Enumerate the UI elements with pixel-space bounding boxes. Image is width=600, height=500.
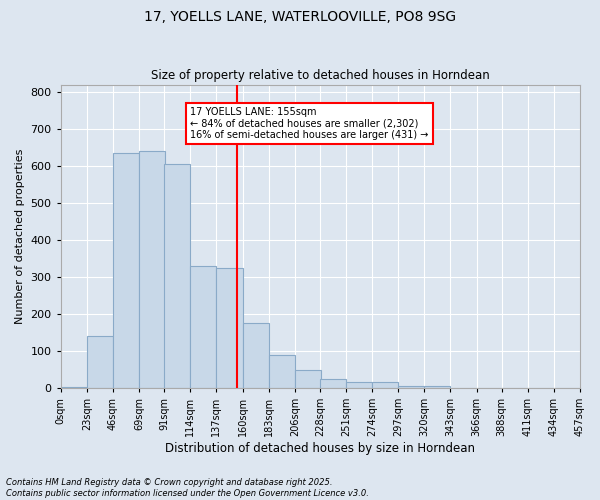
Bar (87, 336, 113, 388)
Y-axis label: Number of detached properties: Number of detached properties (15, 148, 25, 324)
Bar (372, 382, 398, 388)
Bar (346, 382, 372, 388)
Bar (269, 354, 295, 388)
Bar (139, 151, 165, 388)
Bar (113, 153, 139, 388)
Bar (217, 268, 242, 388)
Text: 17, YOELLS LANE, WATERLOOVILLE, PO8 9SG: 17, YOELLS LANE, WATERLOOVILLE, PO8 9SG (144, 10, 456, 24)
Bar (295, 370, 321, 388)
X-axis label: Distribution of detached houses by size in Horndean: Distribution of detached houses by size … (166, 442, 475, 455)
Bar (164, 164, 190, 388)
Text: 17 YOELLS LANE: 155sqm
← 84% of detached houses are smaller (2,302)
16% of semi-: 17 YOELLS LANE: 155sqm ← 84% of detached… (190, 107, 428, 140)
Bar (190, 266, 217, 388)
Text: Contains HM Land Registry data © Crown copyright and database right 2025.
Contai: Contains HM Land Registry data © Crown c… (6, 478, 369, 498)
Bar (320, 379, 346, 388)
Bar (398, 386, 424, 388)
Bar (242, 324, 269, 388)
Title: Size of property relative to detached houses in Horndean: Size of property relative to detached ho… (151, 69, 490, 82)
Bar (424, 386, 451, 388)
